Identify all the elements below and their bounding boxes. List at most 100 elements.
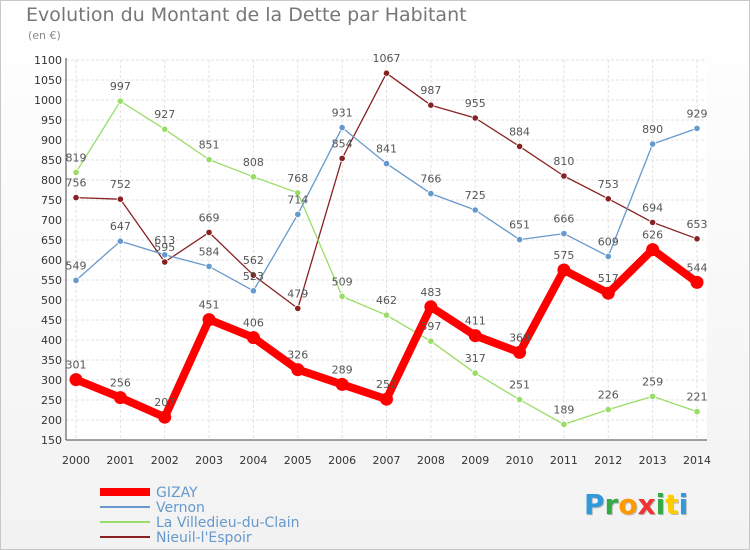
- y-tick-label: 900: [41, 134, 62, 147]
- data-label: 753: [598, 178, 619, 191]
- logo-letter: o: [618, 488, 638, 521]
- data-point: [560, 172, 568, 180]
- x-tick-label: 2008: [417, 454, 445, 467]
- data-point: [515, 142, 524, 150]
- x-tick-label: 2004: [239, 454, 267, 467]
- data-label: 766: [420, 173, 441, 186]
- data-label: 810: [553, 155, 574, 168]
- data-label: 752: [110, 178, 131, 191]
- y-tick-label: 750: [41, 194, 62, 207]
- legend-label: Vernon: [156, 500, 205, 516]
- data-point: [380, 392, 393, 406]
- data-label: 714: [287, 193, 308, 206]
- y-tick-label: 200: [41, 414, 62, 427]
- data-point: [513, 345, 527, 359]
- data-label: 647: [110, 220, 131, 233]
- data-label: 584: [199, 245, 220, 258]
- data-point: [338, 124, 346, 132]
- data-label: 609: [598, 235, 619, 248]
- data-point: [161, 251, 169, 259]
- y-tick-label: 1100: [34, 54, 62, 67]
- data-label: 207: [154, 396, 175, 409]
- data-label: 768: [287, 172, 308, 185]
- logo-letter: x: [637, 488, 656, 521]
- data-label: 997: [110, 80, 131, 93]
- data-label: 931: [332, 107, 353, 120]
- data-point: [693, 124, 701, 132]
- data-point: [249, 271, 258, 279]
- data-label: 651: [509, 219, 530, 232]
- y-tick-label: 700: [41, 214, 62, 227]
- y-tick-label: 250: [41, 394, 62, 407]
- data-label: 483: [420, 286, 441, 299]
- data-label: 301: [66, 359, 87, 372]
- chart-title: Evolution du Montant de la Dette par Hab…: [26, 4, 467, 26]
- data-label: 725: [465, 189, 486, 202]
- data-point: [202, 313, 216, 327]
- x-tick-label: 2006: [328, 454, 356, 467]
- x-tick-label: 2010: [506, 454, 534, 467]
- data-label: 523: [243, 270, 264, 283]
- data-point: [646, 243, 660, 257]
- data-label: 256: [110, 377, 131, 390]
- data-label: 397: [420, 320, 441, 333]
- data-point: [382, 160, 391, 168]
- data-label: 987: [420, 84, 441, 97]
- data-label: 289: [332, 363, 353, 376]
- data-point: [72, 168, 80, 176]
- data-point: [471, 369, 479, 377]
- data-point: [649, 140, 657, 148]
- y-tick-label: 800: [41, 174, 62, 187]
- data-point: [560, 230, 568, 238]
- data-point: [649, 218, 657, 226]
- legend-label: Nieuil-l'Espoir: [156, 530, 252, 546]
- data-label: 669: [199, 211, 220, 224]
- data-point: [604, 195, 612, 203]
- data-point: [294, 189, 302, 197]
- x-tick-label: 2001: [106, 454, 134, 467]
- data-point: [205, 228, 213, 236]
- data-point: [601, 286, 615, 300]
- data-point: [205, 262, 213, 270]
- chart-subtitle: (en €): [28, 29, 61, 42]
- data-label: 509: [332, 275, 353, 288]
- data-label: 317: [465, 352, 486, 365]
- x-tick-label: 2013: [639, 454, 667, 467]
- y-tick-label: 1000: [34, 94, 62, 107]
- data-label: 808: [243, 156, 264, 169]
- data-point: [246, 331, 260, 345]
- data-label: 653: [687, 218, 708, 231]
- y-tick-label: 400: [41, 334, 62, 347]
- data-point: [427, 190, 435, 198]
- data-label: 819: [66, 151, 87, 164]
- data-point: [515, 395, 524, 404]
- data-point: [690, 275, 704, 289]
- data-point: [560, 420, 568, 428]
- data-label: 259: [642, 375, 663, 388]
- data-label: 1067: [373, 52, 401, 65]
- data-point: [382, 311, 391, 319]
- data-point: [205, 156, 213, 164]
- data-label: 575: [553, 249, 574, 262]
- data-point: [424, 300, 438, 314]
- data-point: [693, 407, 701, 416]
- data-label: 369: [509, 331, 530, 344]
- data-label: 955: [465, 97, 486, 110]
- y-tick-label: 950: [41, 114, 62, 127]
- data-point: [338, 292, 346, 300]
- data-point: [69, 373, 83, 387]
- data-point: [468, 329, 482, 343]
- data-label: 406: [243, 317, 264, 330]
- data-label: 595: [154, 241, 175, 254]
- data-label: 884: [509, 125, 530, 138]
- data-point: [382, 69, 391, 77]
- data-label: 756: [66, 177, 87, 190]
- data-label: 189: [553, 403, 574, 416]
- data-point: [515, 236, 524, 244]
- data-point: [116, 237, 124, 245]
- data-point: [249, 173, 258, 181]
- data-label: 927: [154, 108, 175, 121]
- data-label: 252: [376, 378, 397, 391]
- data-point: [161, 125, 169, 133]
